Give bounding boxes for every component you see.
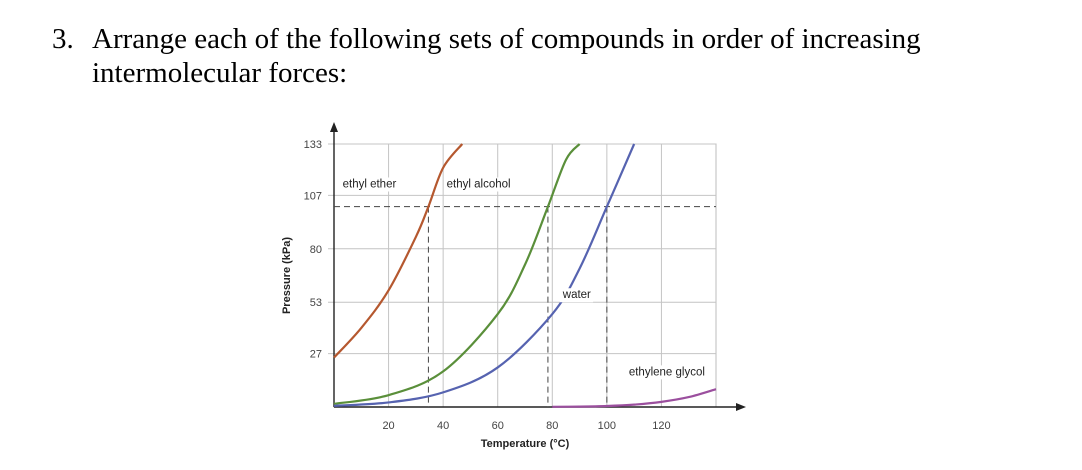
series-line-ethyl-ether: [333, 143, 464, 359]
y-tick-label: 53: [310, 297, 322, 309]
question-number: 3.: [52, 23, 74, 55]
y-tick-label: 107: [304, 190, 322, 202]
x-tick-label: 100: [598, 420, 616, 432]
series-label-bg: [559, 288, 594, 303]
series-label-bg: [444, 177, 513, 192]
series-label-text: ethylene glycol: [629, 366, 705, 378]
x-tick-label: 80: [546, 420, 558, 432]
x-tick-label: 40: [437, 420, 449, 432]
series-line-ethyl-alcohol: [333, 143, 581, 405]
x-tick-label: 60: [492, 420, 504, 432]
y-tick-label: 133: [304, 139, 322, 151]
series-label-ethylene-glycol: ethylene glycol: [626, 365, 707, 380]
series-label-bg: [340, 177, 399, 192]
series-label-water: water: [559, 288, 594, 303]
x-axis-title: Temperature (°C): [481, 438, 570, 450]
series-label-text: ethyl alcohol: [447, 179, 511, 191]
y-axis-title: Pressure (kPa): [281, 237, 293, 314]
y-tick-label: 80: [310, 244, 322, 256]
series-label-text: ethyl ether: [343, 179, 397, 191]
question-text: Arrange each of the following sets of co…: [92, 23, 921, 89]
series-line-water: [333, 143, 636, 407]
x-tick-label: 20: [382, 420, 394, 432]
series-label-ethyl-alcohol: ethyl alcohol: [444, 177, 513, 192]
y-axis-arrow: [330, 122, 338, 132]
y-tick-label: 27: [310, 349, 322, 361]
series-label-bg: [626, 365, 707, 380]
x-tick-label: 120: [652, 420, 670, 432]
question: 3. Arrange each of the following sets of…: [52, 22, 1052, 90]
x-axis-arrow: [736, 403, 746, 411]
series-line-ethylene-glycol: [552, 388, 717, 408]
series-label-text: water: [562, 289, 591, 301]
series-label-ethyl-ether: ethyl ether: [340, 177, 399, 192]
